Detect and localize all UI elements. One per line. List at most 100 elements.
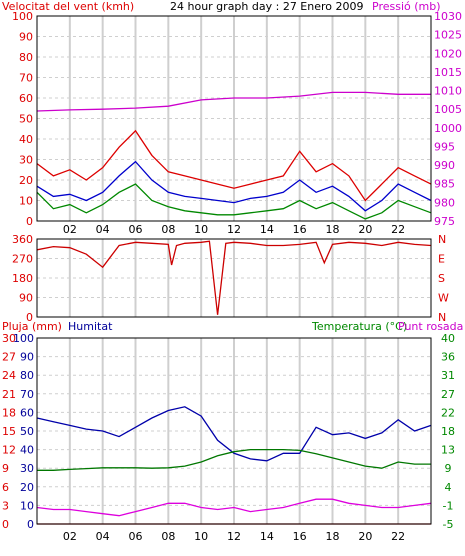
pressure-series-line (36, 91, 431, 112)
humidity-tick-label: 90 (20, 351, 34, 364)
pressure-tick-label: 985 (434, 178, 455, 191)
hour-tick-label: 22 (391, 223, 405, 236)
rain-tick-label: 18 (2, 406, 16, 419)
pressure-tick-label: 995 (434, 140, 455, 153)
temperature-tick-label: 40 (441, 332, 455, 345)
hour-tick-label: 08 (161, 223, 175, 236)
wind-speed-tick-label: 20 (19, 174, 33, 187)
grid-layer (37, 16, 431, 524)
pressure-tick-label: 1005 (434, 103, 462, 116)
direction-degrees-tick-label: 270 (12, 253, 33, 266)
panel-frame (36, 238, 432, 318)
hour-tick-label: 12 (227, 530, 241, 543)
humidity-tick-label: 20 (20, 481, 34, 494)
hour-tick-label: 08 (161, 530, 175, 543)
frame-layer (36, 15, 432, 525)
dewpoint-axis-title: Punt rosada (398, 320, 463, 333)
hour-tick-label: 02 (63, 530, 77, 543)
direction-compass-tick-label: N (438, 311, 446, 324)
temperature-tick-label: 9 (445, 462, 452, 475)
wind-speed-axis-title: Velocitat del vent (kmh) (2, 0, 134, 13)
direction-degrees-tick-label: 180 (12, 272, 33, 285)
hour-tick-label: 20 (358, 223, 372, 236)
hour-tick-label: 04 (96, 530, 110, 543)
temperature-tick-label: 18 (441, 425, 455, 438)
temperature-tick-label: 36 (441, 351, 455, 364)
direction-compass-tick-label: N (438, 233, 446, 246)
pressure-axis-title: Pressió (mb) (372, 0, 441, 13)
direction-degrees-tick-label: 90 (19, 292, 33, 305)
temperature-tick-label: 31 (441, 369, 455, 382)
wind-speed-tick-label: 60 (19, 92, 33, 105)
temperature-tick-label: -1 (443, 499, 454, 512)
humidity-tick-label: 70 (20, 388, 34, 401)
rain-tick-label: 15 (2, 425, 16, 438)
humidity-tick-label: 60 (20, 406, 34, 419)
pressure-tick-label: 1015 (434, 66, 462, 79)
humidity-series-line (36, 406, 432, 462)
humidity-tick-label: 10 (20, 499, 34, 512)
rain-tick-label: 12 (2, 444, 16, 457)
humidity-tick-label: 0 (27, 518, 34, 531)
rain-tick-label: 24 (2, 369, 16, 382)
temperature-tick-label: 13 (441, 444, 455, 457)
wind-speed-tick-label: 70 (19, 72, 33, 85)
rain-axis-title: Pluja (mm) (2, 320, 62, 333)
pressure-tick-label: 1025 (434, 29, 462, 42)
hour-tick-label: 04 (96, 223, 110, 236)
pressure-tick-label: 980 (434, 196, 455, 209)
direction-degrees-tick-label: 360 (12, 233, 33, 246)
hour-tick-label: 20 (358, 530, 372, 543)
rain-tick-label: 30 (2, 332, 16, 345)
temperature-series-line (37, 448, 431, 471)
pressure-tick-label: 1030 (434, 10, 462, 23)
wind-speed-tick-label: 40 (19, 133, 33, 146)
wind-speed-tick-label: 90 (19, 31, 33, 44)
rain-tick-label: 9 (2, 462, 9, 475)
panel-frame (36, 337, 432, 525)
temperature-tick-label: 4 (445, 481, 452, 494)
humidity-tick-label: 30 (20, 462, 34, 475)
pressure-tick-label: 1000 (434, 122, 462, 135)
panel-frame (36, 15, 432, 222)
pressure-tick-label: 975 (434, 215, 455, 228)
low-series-line (36, 183, 432, 220)
pressure-tick-label: 990 (434, 159, 455, 172)
chart-title: 24 hour graph day : 27 Enero 2009 (170, 0, 364, 13)
direction-compass-tick-label: S (438, 272, 445, 285)
wind-speed-tick-label: 30 (19, 154, 33, 167)
rain-tick-label: 21 (2, 388, 16, 401)
humidity-tick-label: 40 (20, 444, 34, 457)
hour-tick-label: 14 (260, 223, 274, 236)
wind-speed-tick-label: 50 (19, 113, 33, 126)
direction-series-line (36, 240, 432, 315)
hour-tick-label: 22 (391, 530, 405, 543)
wind-speed-tick-label: 10 (19, 195, 33, 208)
hour-tick-label: 14 (260, 530, 274, 543)
direction-degrees-tick-label: 0 (26, 311, 33, 324)
hour-tick-label: 06 (129, 530, 143, 543)
hour-tick-label: 10 (194, 530, 208, 543)
rain-tick-label: 6 (2, 481, 9, 494)
hour-tick-label: 10 (194, 223, 208, 236)
hour-tick-label: 18 (326, 223, 340, 236)
hour-tick-label: 02 (63, 223, 77, 236)
hour-tick-label: 16 (293, 223, 307, 236)
tick-labels-layer: 0102030405060708090100975980985990995100… (2, 10, 462, 543)
temperature-tick-label: 27 (441, 388, 455, 401)
hour-tick-label: 12 (227, 223, 241, 236)
gust-series-line (36, 129, 432, 202)
direction-compass-tick-label: W (438, 292, 449, 305)
wind-speed-tick-label: 0 (26, 215, 33, 228)
wind-speed-tick-label: 80 (19, 51, 33, 64)
temperature-tick-label: 22 (441, 406, 455, 419)
hour-tick-label: 06 (129, 223, 143, 236)
temperature-tick-label: -5 (443, 518, 454, 531)
hour-tick-label: 18 (326, 530, 340, 543)
dewpoint-series-line (36, 498, 432, 517)
hour-tick-label: 16 (293, 530, 307, 543)
average-series-line (36, 160, 432, 212)
rain-tick-label: 0 (2, 518, 9, 531)
rain-tick-label: 3 (2, 499, 9, 512)
humidity-axis-title: Humitat (68, 320, 113, 333)
